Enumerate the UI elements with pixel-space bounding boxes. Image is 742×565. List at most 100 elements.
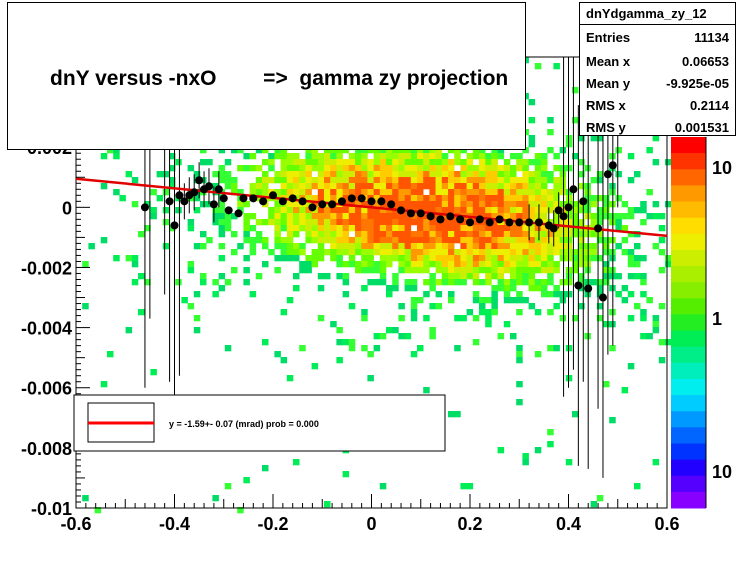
- heatmap-cell: [373, 177, 381, 184]
- heatmap-cell: [516, 177, 523, 184]
- heatmap-cell: [547, 231, 554, 238]
- heatmap-cell: [417, 243, 424, 250]
- heatmap-cell: [299, 243, 306, 250]
- heatmap-cell: [541, 219, 548, 226]
- heatmap-cell: [100, 153, 108, 160]
- heatmap-cell: [355, 231, 362, 238]
- stats-key: Mean y: [586, 76, 631, 91]
- heatmap-cell: [534, 447, 542, 454]
- heatmap-cell: [330, 249, 337, 256]
- heatmap-cell: [200, 159, 207, 166]
- heatmap-cell: [547, 441, 554, 448]
- heatmap-cell: [392, 255, 399, 262]
- heatmap-cell: [299, 177, 306, 184]
- heatmap-cell: [293, 459, 300, 466]
- profile-point: [569, 185, 578, 194]
- heatmap-cell: [336, 225, 343, 232]
- heatmap-cell: [528, 177, 536, 184]
- heatmap-cell: [274, 147, 281, 154]
- palette-swatch: [671, 153, 706, 170]
- heatmap-cell: [429, 177, 436, 184]
- heatmap-cell: [652, 321, 660, 328]
- heatmap-cell: [472, 267, 480, 274]
- heatmap-cell: [547, 243, 554, 250]
- heatmap-cell: [435, 243, 443, 250]
- heatmap-cell: [410, 201, 418, 208]
- heatmap-cell: [187, 267, 195, 274]
- profile-point: [367, 197, 376, 206]
- heatmap-cell: [559, 189, 567, 196]
- heatmap-cell: [615, 243, 622, 250]
- heatmap-cell: [317, 195, 325, 202]
- heatmap-cell: [404, 219, 412, 226]
- palette-swatch: [671, 201, 706, 219]
- heatmap-cell: [336, 147, 343, 154]
- heatmap-cell: [423, 315, 430, 322]
- heatmap-cell: [410, 213, 418, 220]
- heatmap-cell: [534, 237, 542, 244]
- heatmap-cell: [559, 291, 567, 298]
- heatmap-cell: [466, 243, 474, 250]
- heatmap-cell: [603, 279, 610, 286]
- heatmap-cell: [429, 249, 436, 256]
- heatmap-cell: [578, 285, 585, 292]
- profile-point: [328, 200, 337, 209]
- heatmap-cell: [491, 309, 498, 316]
- heatmap-cell: [460, 267, 467, 274]
- heatmap-cell: [485, 297, 492, 304]
- heatmap-cell: [491, 147, 498, 154]
- heatmap-cell: [262, 219, 269, 226]
- heatmap-cell: [193, 195, 201, 202]
- heatmap-cell: [510, 225, 517, 232]
- heatmap-cell: [268, 177, 275, 184]
- heatmap-cell: [590, 279, 598, 286]
- heatmap-cell: [652, 459, 660, 466]
- heatmap-cell: [565, 459, 573, 466]
- heatmap-cell: [547, 129, 554, 136]
- heatmap-cell: [547, 273, 554, 280]
- heatmap-cell: [293, 249, 300, 256]
- heatmap-cell: [435, 159, 443, 166]
- profile-point: [426, 212, 435, 221]
- heatmap-cell: [398, 159, 405, 166]
- heatmap-cell: [305, 201, 312, 208]
- heatmap-cell: [249, 189, 257, 196]
- heatmap-cell: [534, 351, 542, 358]
- heatmap-cell: [472, 225, 480, 232]
- heatmap-cell: [293, 183, 300, 190]
- palette-swatch: [671, 185, 706, 202]
- heatmap-cell: [479, 303, 486, 310]
- heatmap-cell: [299, 213, 306, 220]
- heatmap-cell: [423, 165, 430, 172]
- heatmap-cell: [590, 249, 598, 256]
- heatmap-cell: [472, 195, 480, 202]
- heatmap-cell: [472, 231, 480, 238]
- heatmap-cell: [237, 243, 244, 250]
- heatmap-cell: [578, 249, 585, 256]
- profile-point: [397, 206, 406, 215]
- heatmap-cell: [379, 225, 387, 232]
- heatmap-cell: [311, 147, 319, 154]
- heatmap-cell: [330, 171, 337, 178]
- heatmap-cell: [547, 207, 554, 214]
- heatmap-cell: [584, 333, 591, 340]
- heatmap-cell: [572, 153, 579, 160]
- heatmap-cell: [342, 177, 350, 184]
- heatmap-cell: [454, 279, 461, 286]
- heatmap-cell: [305, 153, 312, 160]
- heatmap-cell: [379, 273, 387, 280]
- heatmap-cell: [503, 321, 511, 328]
- heatmap-cell: [342, 225, 350, 232]
- heatmap-cell: [565, 219, 573, 226]
- heatmap-cell: [429, 237, 436, 244]
- heatmap-cell: [497, 285, 505, 292]
- heatmap-cell: [565, 237, 573, 244]
- heatmap-cell: [497, 237, 505, 244]
- heatmap-cell: [324, 219, 331, 226]
- heatmap-cell: [330, 321, 337, 328]
- heatmap-cell: [572, 219, 579, 226]
- profile-point: [347, 194, 356, 203]
- heatmap-cell: [441, 273, 449, 280]
- heatmap-cell: [441, 171, 449, 178]
- heatmap-cell: [472, 213, 480, 220]
